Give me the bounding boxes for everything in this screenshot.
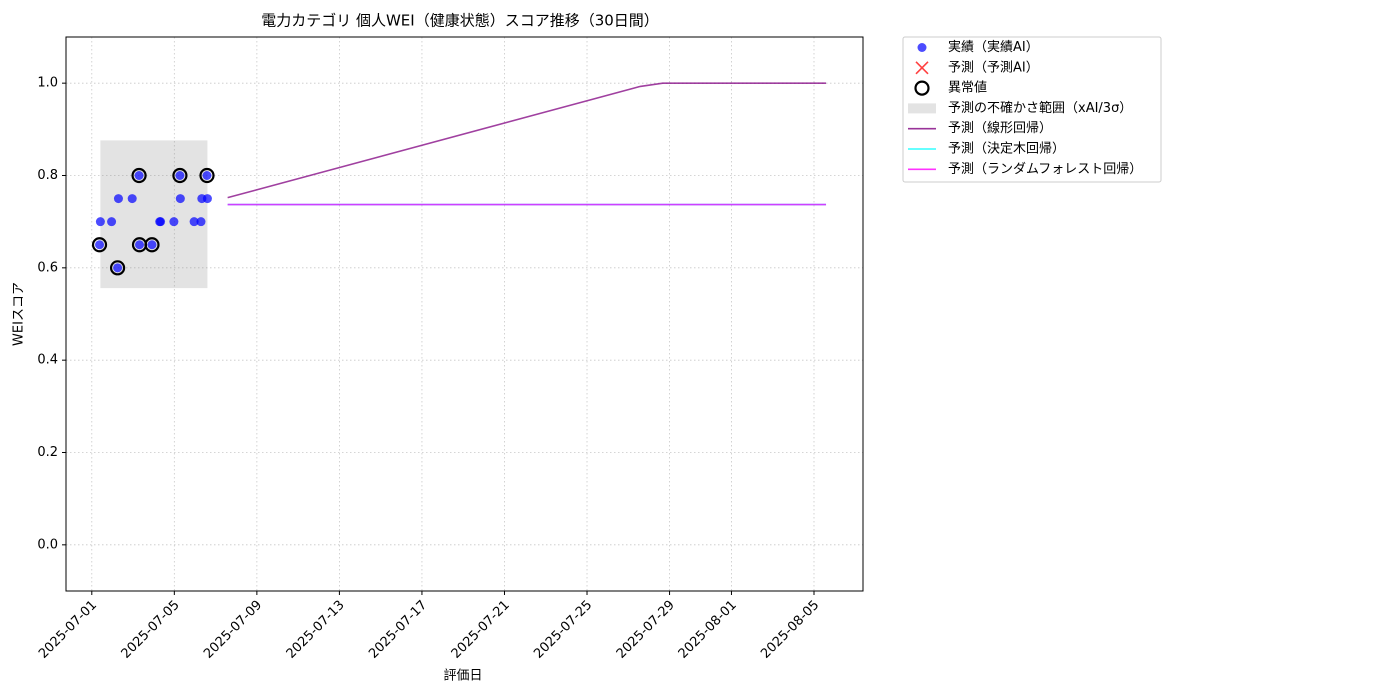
- legend-label: 予測の不確かさ範囲（xAI/3σ）: [948, 100, 1132, 116]
- anomaly-marker: [172, 167, 188, 184]
- actual-point: [113, 263, 123, 273]
- legend-label: 実績（実績AI）: [948, 39, 1039, 55]
- anomaly-marker: [109, 260, 126, 276]
- legend-label: 予測（決定木回帰）: [948, 141, 1065, 157]
- plot-frame: [65, 36, 864, 592]
- actual-point: [147, 240, 157, 250]
- legend-label: 異常値: [948, 80, 987, 96]
- actual-point: [169, 217, 179, 227]
- y-tick-label: 0.2: [37, 445, 58, 460]
- actual-point: [135, 240, 145, 250]
- y-tick-label: 0.0: [37, 537, 58, 552]
- legend-marker: [914, 80, 930, 96]
- actual-point: [202, 171, 212, 180]
- legend-marker: [908, 103, 936, 114]
- actual-point: [95, 240, 105, 250]
- legend-marker: [915, 61, 929, 75]
- actual-point: [175, 194, 185, 204]
- y-tick-label: 0.8: [37, 168, 58, 183]
- legend-label: 予測（予測AI）: [948, 60, 1039, 75]
- chart-title: 電力カテゴリ 個人WEI（健康状態）スコア推移（30日間）: [261, 12, 659, 30]
- actual-point: [189, 217, 199, 227]
- y-tick-label: 1.0: [37, 76, 58, 91]
- anomaly-marker: [144, 237, 160, 253]
- y-tick-label: 0.4: [37, 353, 58, 368]
- legend-box: [902, 36, 1162, 183]
- legend-label: 予測（ランダムフォレスト回帰）: [948, 161, 1142, 177]
- y-axis-label: WEIスコア: [12, 282, 27, 346]
- prediction-line: [227, 82, 827, 199]
- actual-point: [113, 194, 123, 204]
- anomaly-marker: [131, 167, 147, 184]
- actual-point: [202, 194, 212, 204]
- actual-point: [134, 171, 144, 180]
- plot-area: [91, 82, 827, 289]
- anomaly-marker: [91, 237, 108, 253]
- legend-marker: [917, 43, 927, 52]
- actual-point: [127, 194, 137, 204]
- actual-point: [175, 171, 185, 180]
- actual-point: [156, 217, 166, 227]
- y-tick-label: 0.6: [37, 260, 58, 275]
- actual-point: [107, 217, 117, 227]
- actual-point: [95, 217, 105, 227]
- legend-label: 予測（線形回帰）: [948, 120, 1052, 136]
- actual-point: [196, 217, 206, 227]
- anomaly-marker: [199, 167, 215, 184]
- x-axis-label: 評価日: [443, 669, 482, 684]
